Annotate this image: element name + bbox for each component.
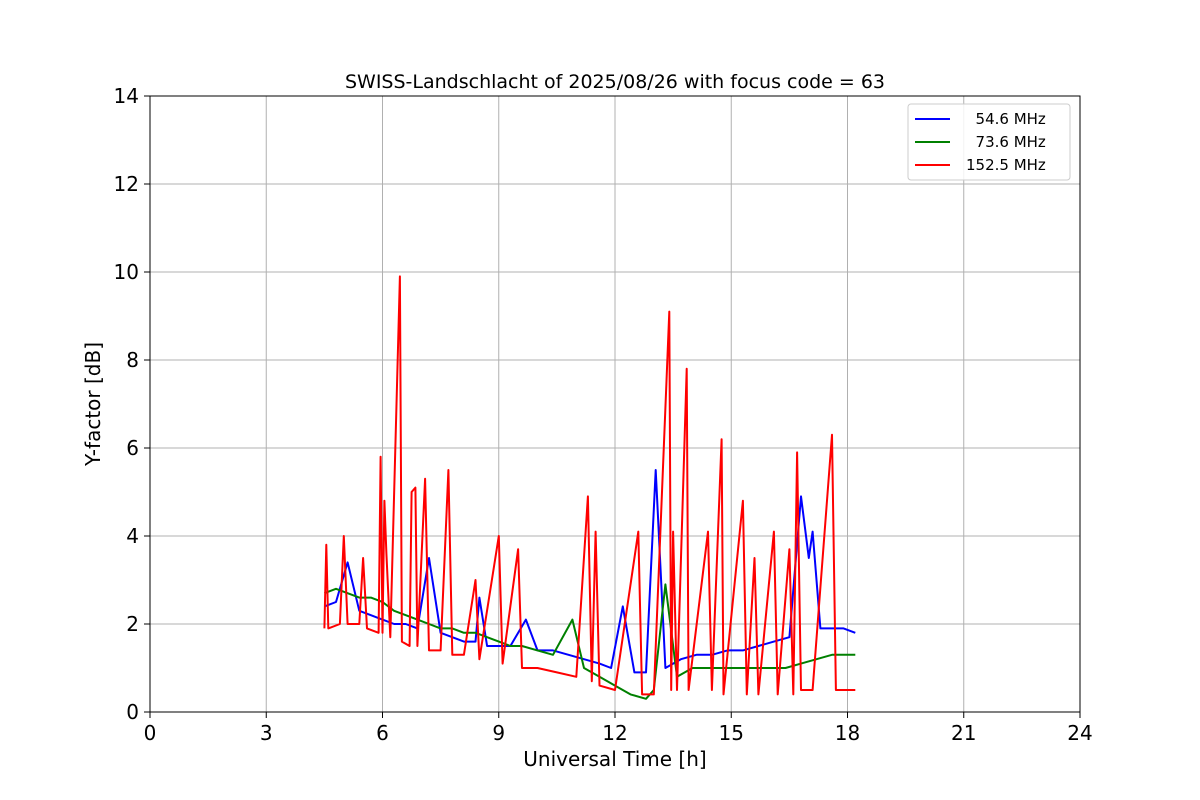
legend-box [907,103,1071,181]
legend-entry-label: 73.6 MHz [966,133,1046,151]
legend-entry-label: 54.6 MHz [966,110,1046,128]
x-axis-label: Universal Time [h] [523,747,706,771]
x-tick-label: 24 [1067,721,1092,745]
y-axis-label: Y-factor [dB] [81,342,105,467]
x-tick-label: 0 [144,721,157,745]
legend-entry-label: 152.5 MHz [966,156,1046,174]
y-tick-label: 4 [126,524,139,548]
x-tick-label: 18 [835,721,860,745]
series-line-2 [323,275,856,696]
legend: 54.6 MHz 73.6 MHz 152.5 MHz [907,103,1071,181]
x-tick-label: 12 [602,721,627,745]
x-tick-label: 9 [492,721,505,745]
x-tick-label: 3 [260,721,273,745]
y-tick-label: 12 [114,172,139,196]
x-tick-label: 21 [951,721,976,745]
y-tick-label: 8 [126,348,139,372]
y-tick-label: 0 [126,700,139,724]
x-tick-label: 15 [719,721,744,745]
y-tick-label: 10 [114,260,139,284]
x-tick-label: 6 [376,721,389,745]
y-tick-label: 6 [126,436,139,460]
y-tick-label: 2 [126,612,139,636]
plot-area [323,275,856,700]
chart-title: SWISS-Landschlacht of 2025/08/26 with fo… [345,71,885,93]
y-tick-label: 14 [114,84,139,108]
